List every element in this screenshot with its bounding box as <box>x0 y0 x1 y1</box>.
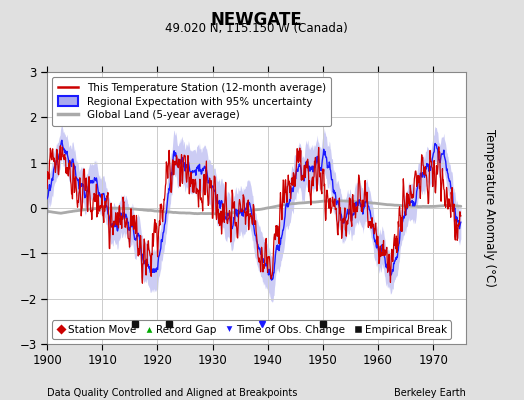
Y-axis label: Temperature Anomaly (°C): Temperature Anomaly (°C) <box>483 129 496 287</box>
Text: 49.020 N, 115.150 W (Canada): 49.020 N, 115.150 W (Canada) <box>166 22 348 35</box>
Legend: Station Move, Record Gap, Time of Obs. Change, Empirical Break: Station Move, Record Gap, Time of Obs. C… <box>52 320 451 339</box>
Text: Data Quality Controlled and Aligned at Breakpoints: Data Quality Controlled and Aligned at B… <box>47 388 298 398</box>
Text: Berkeley Earth: Berkeley Earth <box>395 388 466 398</box>
Text: NEWGATE: NEWGATE <box>211 11 303 29</box>
